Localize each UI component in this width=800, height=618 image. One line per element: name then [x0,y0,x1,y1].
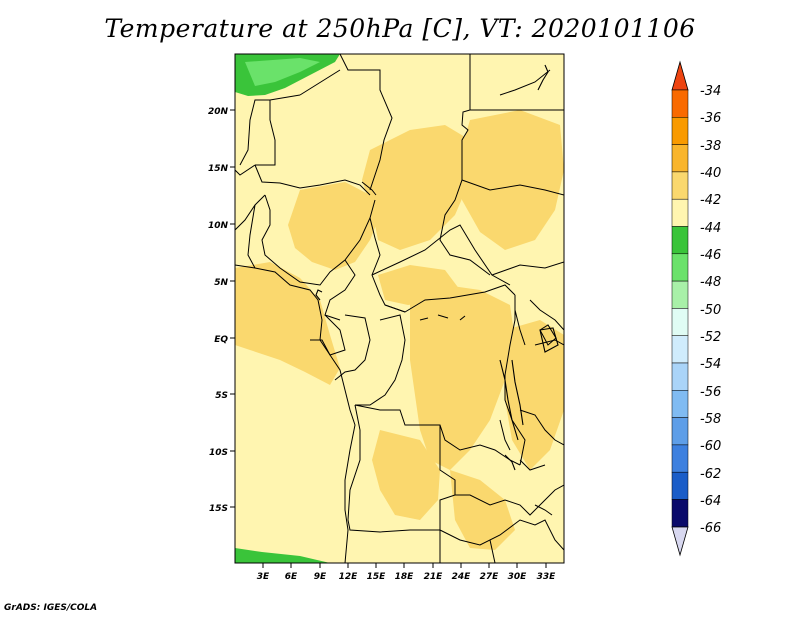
credit-text: GrADS: IGES/COLA [4,603,98,613]
lon-tick-label: 9E [314,572,327,582]
colorbar-label: -50 [700,303,721,318]
colorbar-segment [671,471,689,500]
lat-tick-label: 20N [208,107,229,117]
lat-tick-label: 10N [208,221,229,231]
colorbar-segment [671,280,689,309]
colorbar-label: -38 [700,139,721,154]
map-frame [234,53,565,564]
colorbar-label: -44 [700,221,721,236]
colorbar-label: -56 [700,385,721,400]
colorbar-label: -62 [700,467,721,482]
lon-tick-label: 18E [395,572,415,582]
colorbar-bottom-arrow [671,526,689,557]
lat-tick-label: EQ [214,335,228,345]
map-title: Temperature at 250hPa [C], VT: 202010110… [104,14,696,43]
colorbar-label: -58 [700,412,721,427]
colorbar-labels: -34 -36 -38 -40 -42 -44 -46 -48 -50 -52 … [700,84,721,536]
colorbar-segment [671,444,689,473]
colorbar-label: -40 [700,166,721,181]
colorbar-label: -48 [700,275,721,290]
colorbar-label: -52 [700,330,721,345]
colorbar-label: -42 [700,193,721,208]
colorbar-segment [671,335,689,364]
lon-axis: 3E 6E 9E 12E 15E 18E 21E 24E 27E 30E 33E [257,563,556,582]
colorbar-segment [671,117,689,145]
colorbar-segment [671,308,689,336]
lon-tick-label: 33E [537,572,557,582]
field-yellow [235,110,564,550]
lon-tick-label: 21E [424,572,444,582]
colorbar-segment [671,417,689,446]
colorbar-segment [671,226,689,255]
lon-tick-label: 24E [452,572,472,582]
map-area [235,54,564,563]
colorbar-label: -34 [700,84,721,99]
lat-axis: 20N 15N 10N 5N EQ 5S 10S 15S [208,107,235,514]
colorbar-segment [671,362,689,391]
colorbar: -34 -36 -38 -40 -42 -44 -46 -48 -50 -52 … [671,60,721,557]
colorbar-segment [671,89,689,118]
lat-tick-label: 15N [208,164,229,174]
colorbar-label: -64 [700,494,721,509]
lakes [315,64,559,471]
colorbar-label: -60 [700,439,721,454]
colorbar-segment [671,144,689,173]
colorbar-label: -66 [700,521,721,536]
lon-tick-label: 15E [367,572,387,582]
lat-tick-label: 5S [215,391,228,401]
field-light-green [245,58,320,86]
lat-tick-label: 15S [209,504,228,514]
lon-tick-label: 6E [285,572,298,582]
colorbar-label: -46 [700,248,721,263]
lat-tick-label: 10S [209,448,228,458]
lon-tick-label: 30E [508,572,528,582]
lat-tick-label: 5N [214,278,228,288]
colorbar-segment [671,198,689,227]
colorbar-segment [671,171,689,200]
colorbar-segment [671,253,689,282]
lon-tick-label: 12E [339,572,359,582]
colorbar-segment [671,390,689,418]
lon-tick-label: 27E [480,572,500,582]
colorbar-label: -36 [700,111,721,126]
colorbar-segment [671,499,689,528]
lon-tick-label: 3E [257,572,270,582]
colorbar-label: -54 [700,357,721,372]
colorbar-top-arrow [671,60,689,91]
